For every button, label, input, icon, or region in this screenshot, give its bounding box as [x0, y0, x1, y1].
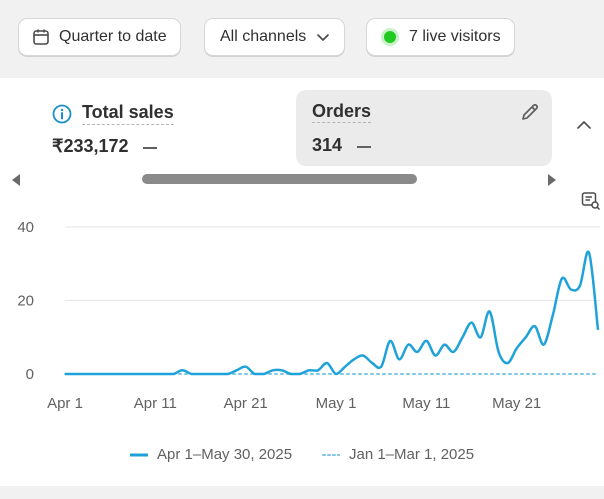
live-status-dot-icon: [384, 31, 396, 43]
total-sales-value: ₹233,172: [52, 136, 129, 156]
legend-label-primary: Apr 1–May 30, 2025: [157, 446, 293, 463]
legend-item-comparison[interactable]: Jan 1–Mar 1, 2025: [322, 446, 474, 463]
x-tick-label: May 21: [492, 395, 541, 412]
channels-label: All channels: [220, 28, 307, 45]
page-footer-strip: [0, 486, 604, 499]
analytics-card: Total sales ₹233,172 Orders 314: [0, 78, 604, 486]
orders-value: 314: [312, 135, 343, 155]
chevron-up-icon: [575, 116, 593, 134]
x-tick-label: Apr 21: [224, 395, 268, 412]
y-tick-label: 40: [17, 219, 34, 236]
metric-orders[interactable]: Orders 314: [296, 90, 552, 166]
x-tick-label: Apr 11: [134, 395, 177, 412]
x-tick-label: May 11: [402, 395, 450, 412]
live-visitors-label: 7 live visitors: [409, 28, 501, 45]
y-tick-label: 0: [26, 366, 34, 383]
horizontal-scrollbar-thumb[interactable]: [142, 174, 417, 184]
x-tick-label: Apr 1: [47, 395, 83, 412]
y-tick-label: 20: [17, 293, 34, 310]
orders-label: Orders: [312, 101, 372, 123]
collapse-button[interactable]: [564, 90, 604, 186]
chevron-down-icon: [315, 29, 331, 45]
orders-line-chart: 0 20 40 Apr 1 Apr 11 Apr 21 May 1 May 11 May 21: [17, 219, 600, 412]
filter-bar: Quarter to date All channels 7 live visi…: [0, 0, 604, 78]
channels-dropdown[interactable]: All channels: [204, 18, 346, 56]
metric-total-sales[interactable]: Total sales ₹233,172: [52, 102, 174, 157]
scroll-left-arrow-icon[interactable]: [10, 173, 22, 192]
info-icon[interactable]: [52, 104, 72, 124]
series-line-primary[interactable]: [65, 250, 600, 376]
legend-item-primary[interactable]: Apr 1–May 30, 2025: [130, 446, 292, 463]
date-range-label: Quarter to date: [59, 28, 167, 45]
scroll-right-arrow-icon[interactable]: [546, 173, 558, 192]
total-sales-label: Total sales: [82, 102, 174, 125]
edit-pencil-icon[interactable]: [520, 102, 540, 127]
calendar-icon: [32, 28, 50, 46]
live-visitors-button[interactable]: 7 live visitors: [366, 18, 515, 56]
total-sales-change-dash: [142, 146, 157, 149]
orders-change-dash: [356, 145, 371, 148]
date-range-button[interactable]: Quarter to date: [18, 18, 181, 56]
legend-label-comparison: Jan 1–Mar 1, 2025: [349, 446, 475, 463]
chart-settings-icon[interactable]: [581, 191, 601, 216]
x-tick-label: May 1: [316, 395, 357, 412]
